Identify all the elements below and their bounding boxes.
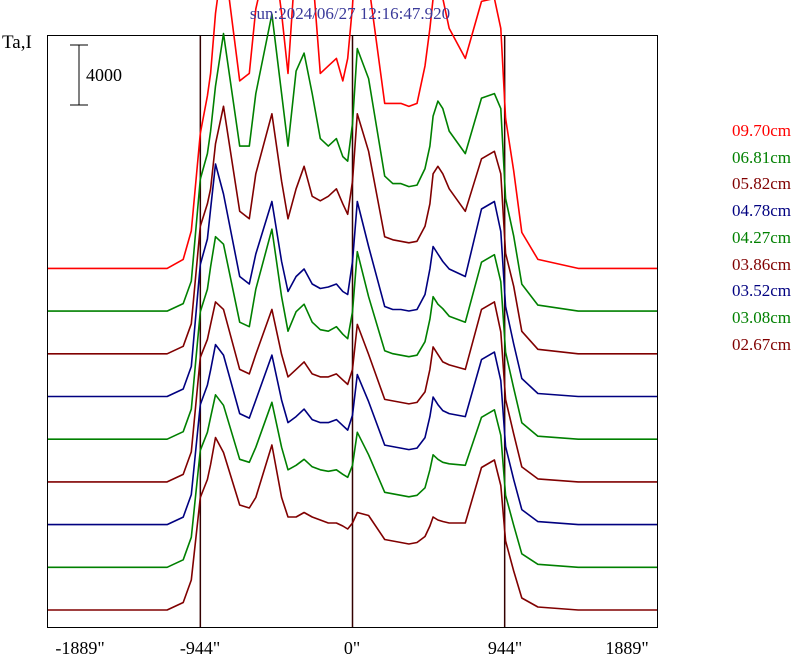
series-line-04.78cm bbox=[48, 163, 657, 398]
x-tick-label: 0" bbox=[343, 638, 361, 658]
legend-entry: 03.86cm bbox=[732, 254, 792, 274]
x-tick-label: 1889" bbox=[605, 638, 649, 658]
series-line-03.52cm bbox=[48, 343, 657, 526]
legend-entry: 02.67cm bbox=[732, 334, 792, 354]
x-tick-label: -944" bbox=[179, 638, 221, 658]
legend-entry: 04.78cm bbox=[732, 201, 792, 221]
legend-entry: 03.08cm bbox=[732, 307, 792, 327]
series-line-03.08cm bbox=[48, 394, 657, 569]
series-line-05.82cm bbox=[48, 105, 657, 355]
spectra-traces bbox=[48, 0, 657, 611]
series-line-04.27cm bbox=[48, 228, 657, 440]
plot-frame bbox=[47, 35, 658, 628]
scale-bar-label: 4000 bbox=[86, 65, 122, 85]
series-line-02.67cm bbox=[48, 436, 657, 611]
legend-entry: 04.27cm bbox=[732, 227, 792, 247]
x-tick-label: -1889" bbox=[55, 638, 105, 658]
chart-title: sun:2024/06/27 12:16:47.920 bbox=[249, 4, 451, 23]
scale-bar bbox=[70, 44, 88, 106]
legend-entry: 05.82cm bbox=[732, 174, 792, 194]
x-tick-label: 944" bbox=[487, 638, 523, 658]
legend-entry: 06.81cm bbox=[732, 147, 792, 167]
legend-entry: 03.52cm bbox=[732, 281, 792, 301]
legend-entry: 09.70cm bbox=[732, 121, 792, 140]
series-line-09.70cm bbox=[48, 0, 657, 270]
legend: 09.70cm 06.81cm 05.82cm 04.78cm 04.27cm … bbox=[732, 118, 791, 358]
y-axis-label: Ta,I bbox=[2, 32, 32, 53]
series-line-06.81cm bbox=[48, 13, 657, 312]
series-line-03.86cm bbox=[48, 301, 657, 483]
